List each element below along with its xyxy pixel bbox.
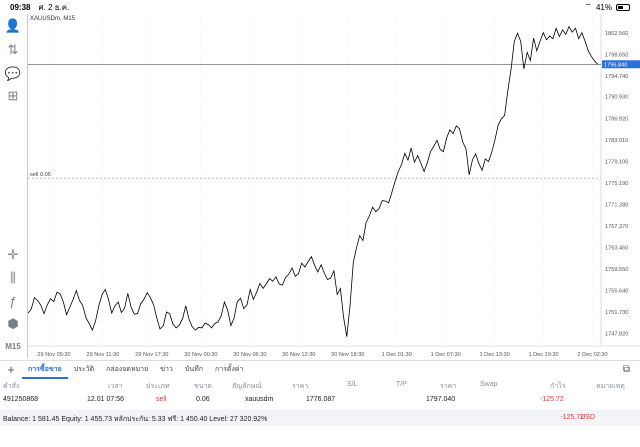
y-tick-label: 1775.190	[605, 181, 628, 187]
col-comment: หมายเหตุ	[596, 383, 625, 390]
y-tick-label: 1767.370	[605, 224, 628, 230]
x-tick-label: 29 Nov 17:30	[135, 352, 168, 358]
x-tick-label: 29 Nov 05:30	[37, 352, 70, 358]
y-tick-label: 1779.100	[605, 160, 628, 166]
col-type: ประเภท	[146, 383, 170, 390]
x-tick-label: 1 Dec 07:30	[431, 352, 461, 358]
timeframe-button[interactable]: M15	[5, 341, 21, 351]
y-tick-label: 1771.280	[605, 203, 628, 209]
wifi-icon: ⌔	[584, 2, 592, 11]
tab-1[interactable]: ประวัติ	[73, 365, 95, 373]
objects-icon[interactable]: ⬢	[7, 316, 19, 331]
chart-symbol-label: XAUUSDm, M15	[30, 16, 76, 22]
col-ticket: คำสั่ง	[3, 383, 20, 390]
col-volume: ขนาด	[194, 383, 213, 390]
chat-icon[interactable]: 💬	[4, 66, 22, 81]
x-tick-label: 29 Nov 11:30	[87, 352, 120, 358]
y-tick-label: 1794.740	[605, 74, 628, 80]
col-tp: T/P	[396, 381, 407, 388]
candles-icon[interactable]: ⫼	[10, 270, 16, 285]
x-tick-label: 30 Nov 00:30	[184, 352, 217, 358]
x-tick-label: 30 Nov 18:30	[331, 352, 364, 358]
balance-total-profit: -125.72	[560, 414, 584, 421]
sell-order-label: sell 0.06	[30, 172, 51, 178]
person-icon[interactable]: 👤	[4, 18, 22, 33]
col-current-price: ราคา	[440, 383, 457, 390]
tab-2[interactable]: กล่องจดหมาย	[106, 365, 149, 373]
x-tick-label: 30 Nov 06:30	[233, 352, 266, 358]
y-tick-label: 1786.920	[605, 117, 628, 123]
trade-volume: 0.06	[196, 396, 210, 403]
x-tick-label: 1 Dec 01:30	[382, 352, 412, 358]
x-tick-label: 1 Dec 19:30	[528, 352, 558, 358]
trade-row[interactable]: 491250868 12.01 07:56 sell 0.06 xauusdm …	[0, 393, 640, 409]
trade-current-price: 1797.040	[426, 396, 456, 403]
col-price: ราคา	[292, 383, 309, 390]
add-icon[interactable]: +	[7, 362, 15, 377]
col-swap: Swap	[480, 381, 498, 388]
price-series-line	[27, 25, 599, 337]
function-icon[interactable]: ƒ	[9, 293, 17, 309]
col-profit: กำไร	[550, 383, 566, 390]
x-tick-label: 1 Dec 13:30	[480, 352, 510, 358]
current-price-value: 1796.840	[604, 62, 627, 68]
col-sl: S/L	[347, 381, 358, 388]
balance-currency: USD	[580, 414, 595, 421]
status-date: ศ. 2 ธ.ค.	[38, 2, 70, 12]
y-tick-label: 1783.010	[605, 138, 628, 144]
trade-open-price: 1776.087	[306, 396, 336, 403]
battery-percent: 41%	[595, 2, 612, 12]
price-chart[interactable]: 1802.560 1798.650 1794.740 1790.930 1786.920…	[27, 14, 640, 358]
tab-3[interactable]: ข่าว	[160, 365, 173, 373]
order-arrows-icon[interactable]: ⇅	[7, 42, 19, 57]
y-tick-label: 1751.730	[605, 310, 628, 316]
x-tick-label: 30 Nov 12:30	[282, 352, 315, 358]
col-symbol: สัญลักษณ์	[232, 383, 262, 390]
tab-4[interactable]: บันทึก	[184, 365, 203, 373]
trade-table-header: คำสั่ง เวลา ประเภท ขนาด สัญลักษณ์ ราคา S…	[0, 378, 640, 392]
terminal-tabs: + การซื้อขาย ประวัติ กล่องจดหมาย ข่าว บันทึก…	[0, 360, 640, 379]
status-right: ⌔ 41%	[584, 2, 630, 12]
trade-profit: -125.72	[540, 396, 564, 403]
chart-toolbar: 👤 ⇅ 💬 ⊞ ✛ ⫼ ƒ ⬢ M15	[0, 14, 26, 358]
y-tick-label: 1763.460	[605, 245, 628, 251]
crosshair-icon[interactable]: ✛	[7, 247, 19, 262]
trade-symbol: xauusdm	[245, 396, 274, 403]
y-tick-label: 1798.650	[605, 52, 628, 58]
y-tick-label: 1747.820	[605, 331, 628, 337]
chart-area[interactable]: 1802.560 1798.650 1794.740 1790.930 1786.920…	[27, 14, 640, 358]
y-tick-label: 1802.560	[605, 31, 628, 37]
add-document-icon[interactable]: ⊞	[7, 88, 19, 103]
trade-ticket: 491250868	[3, 396, 39, 403]
y-tick-label: 1755.640	[605, 288, 628, 294]
current-price-tag	[602, 60, 640, 69]
x-tick-label: 2 Dec 02:30	[577, 352, 607, 358]
y-tick-label: 1790.930	[605, 95, 628, 101]
trade-type: sell	[156, 396, 167, 403]
tab-0[interactable]: การซื้อขาย	[22, 361, 68, 379]
y-tick-label: 1759.550	[605, 267, 628, 273]
col-time: เวลา	[108, 383, 123, 390]
balance-bar: Balance: 1 581.45 Equity: 1 455.73 หลักป…	[0, 410, 640, 426]
panel-toggle-icon[interactable]: ⧉	[622, 364, 630, 375]
trade-time: 12.01 07:56	[87, 396, 124, 403]
tab-5[interactable]: การตั้งค่า	[214, 365, 244, 373]
status-time: 09:38	[10, 2, 31, 12]
status-bar: 09:38 ศ. 2 ธ.ค. ⌔ 41%	[0, 0, 640, 14]
battery-icon	[616, 3, 630, 11]
balance-text: Balance: 1 581.45 Equity: 1 455.73 หลักป…	[3, 416, 268, 423]
